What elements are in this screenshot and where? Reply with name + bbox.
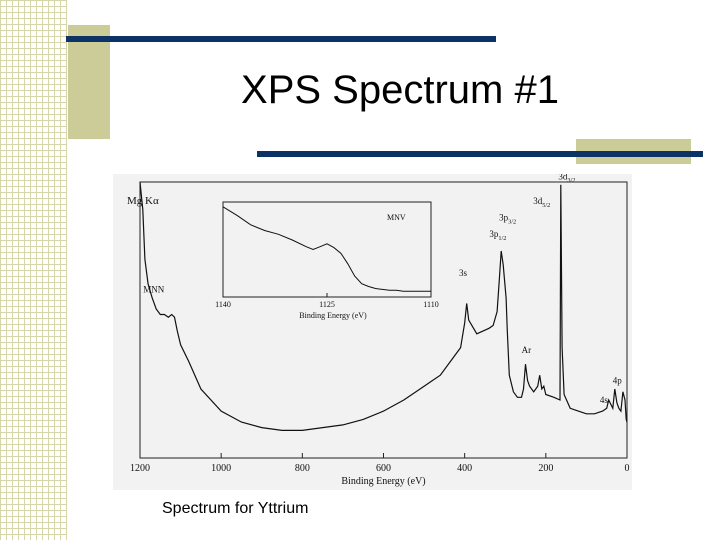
- xps-spectrum-chart: 1200 1000 800 600 400 200 0 Binding Energy (eV)…: [113, 174, 632, 490]
- x-tick-label: 0: [625, 463, 630, 474]
- x-tick-label: 1200: [130, 463, 150, 474]
- decorative-grid-strip: [0, 0, 67, 540]
- figure-caption: Spectrum for Yttrium: [162, 500, 309, 517]
- inset-spectrum-line: [222, 206, 431, 292]
- inset-x-tick-label: 1140: [215, 300, 231, 309]
- x-tick-label: 800: [295, 463, 310, 474]
- peak-label: 3d3/2: [558, 174, 575, 184]
- peak-label: MNN: [143, 284, 165, 294]
- x-axis-label: Binding Energy (eV): [341, 476, 425, 487]
- inset-plot: 1140 1125 1110 Binding Energy (eV) MNV: [215, 201, 439, 320]
- top-accent-bar: [66, 36, 496, 42]
- peak-label: 4p: [613, 375, 623, 385]
- inset-x-tick-label: 1110: [423, 300, 438, 309]
- top-accent-block: [68, 25, 110, 139]
- bottom-accent-bar: [257, 151, 703, 157]
- inset-frame: [222, 201, 432, 298]
- peak-label: 4s: [600, 395, 609, 405]
- x-tick-label: 200: [538, 463, 553, 474]
- source-label: Mg Kα: [127, 195, 159, 207]
- inset-x-tick-label: 1125: [319, 300, 335, 309]
- peak-label: 3d5/2: [533, 196, 550, 209]
- inset-series-label: MNV: [387, 213, 406, 222]
- spectrum-line: [139, 181, 628, 431]
- peak-label: 3p3/2: [499, 213, 516, 226]
- chart-svg: 1200 1000 800 600 400 200 0 Binding Energy (eV)…: [127, 174, 630, 487]
- peak-label: 3s: [459, 268, 468, 278]
- peak-label: 3p1/2: [489, 229, 506, 242]
- peak-label: Ar: [522, 345, 532, 355]
- x-tick-label: 600: [376, 463, 391, 474]
- inset-x-axis-label: Binding Energy (eV): [299, 311, 367, 320]
- x-tick-label: 1000: [211, 463, 231, 474]
- slide-title: XPS Spectrum #1: [241, 68, 559, 112]
- x-tick-label: 400: [457, 463, 472, 474]
- main-plot: 1200 1000 800 600 400 200 0 Binding Energy (eV)…: [127, 174, 630, 487]
